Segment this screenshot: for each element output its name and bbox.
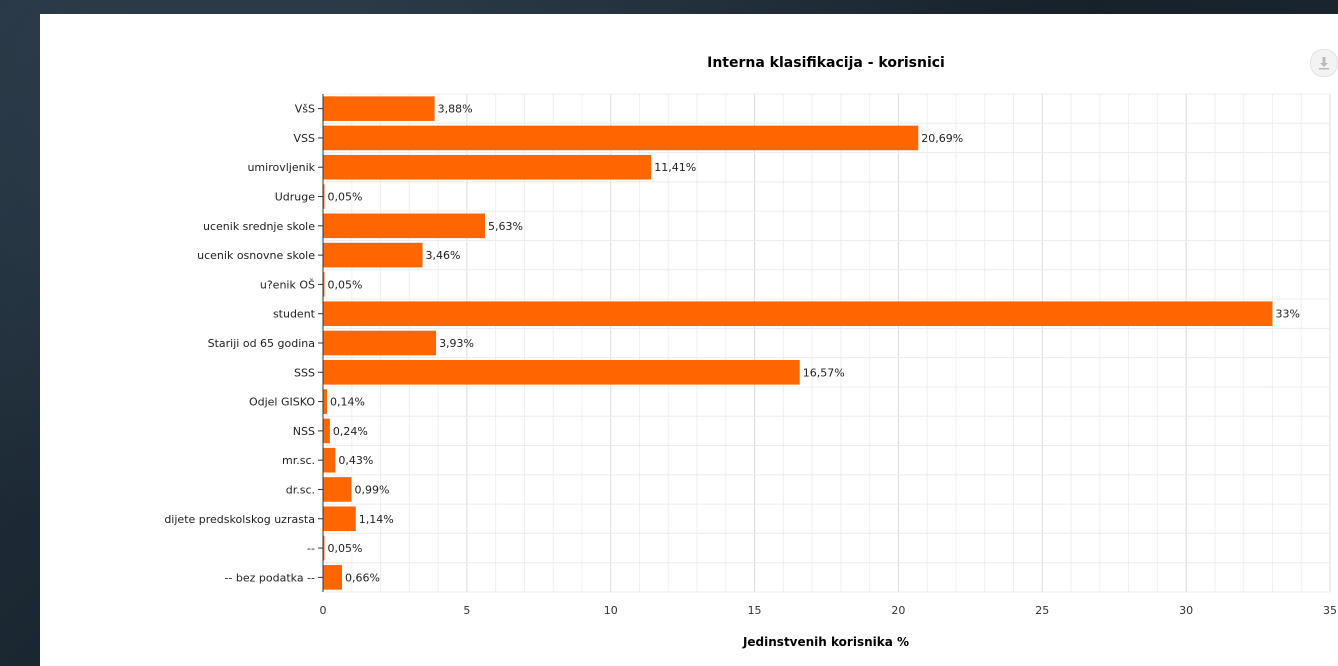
chart-title: Interna klasifikacija - korisnici	[707, 55, 945, 71]
bar	[323, 242, 423, 268]
bar-chart: 3,88% 20,69% 11,41% 0,05% 5,63% 3,46% 0,05% 33%…	[164, 55, 1337, 649]
x-tick-label: 5	[463, 604, 470, 617]
category-label: dijete predskolskog uzrasta	[164, 513, 315, 526]
bar	[323, 154, 652, 180]
data-label: 0,14%	[330, 396, 365, 409]
bar	[323, 213, 485, 239]
chart-panel: 3,88% 20,69% 11,41% 0,05% 5,63% 3,46% 0,05% 33%…	[40, 14, 1338, 666]
category-label: ucenik osnovne skole	[197, 249, 315, 262]
category-label: umirovljenik	[247, 161, 315, 174]
x-tick-label: 10	[604, 604, 618, 617]
download-icon	[1319, 57, 1329, 70]
data-label: 20,69%	[921, 132, 963, 145]
category-label: -- bez podatka --	[224, 571, 315, 584]
category-label: ucenik srednje skole	[203, 220, 315, 233]
data-label: 3,88%	[438, 103, 473, 116]
bar	[323, 359, 800, 385]
bar	[323, 330, 437, 356]
bar	[323, 506, 356, 532]
chart-bars: 3,88% 20,69% 11,41% 0,05% 5,63% 3,46% 0,05% 33%…	[323, 96, 1300, 590]
category-label: Udruge	[275, 191, 316, 204]
x-tick-label: 0	[320, 604, 327, 617]
chart-axes: VšS VSS umirovljenik Udruge ucenik srednje s…	[164, 94, 1337, 617]
category-label: dr.sc.	[286, 483, 315, 496]
x-tick-label: 25	[1035, 604, 1049, 617]
data-label: 5,63%	[488, 220, 523, 233]
bar	[323, 96, 435, 121]
x-tick-label: 15	[748, 604, 762, 617]
bar	[323, 565, 342, 590]
data-label: 3,46%	[426, 249, 461, 262]
bar	[323, 272, 325, 297]
download-button[interactable]	[1310, 49, 1338, 77]
data-label: 3,93%	[439, 337, 474, 350]
data-label: 0,05%	[328, 191, 363, 204]
bar	[323, 389, 328, 414]
category-label: SSS	[294, 366, 315, 379]
x-axis-title: Jedinstvenih korisnika %	[742, 635, 909, 649]
data-label: 1,14%	[359, 513, 394, 526]
x-tick-label: 35	[1323, 604, 1337, 617]
data-label: 33%	[1275, 308, 1299, 321]
bar	[323, 301, 1273, 327]
category-label: --	[307, 542, 315, 555]
data-label: 0,24%	[333, 425, 368, 438]
data-label: 0,05%	[328, 542, 363, 555]
bar	[323, 447, 336, 473]
category-label: student	[273, 308, 316, 321]
data-label: 11,41%	[654, 161, 696, 174]
data-label: 0,99%	[354, 483, 389, 496]
category-label: Odjel GISKO	[249, 396, 315, 409]
data-label: 0,43%	[338, 454, 373, 467]
category-label: u?enik OŠ	[260, 278, 315, 291]
bar	[323, 535, 325, 561]
data-label: 16,57%	[803, 366, 845, 379]
x-tick-label: 20	[891, 604, 905, 617]
bar	[323, 184, 325, 209]
category-label: mr.sc.	[282, 454, 315, 467]
category-label: Stariji od 65 godina	[208, 337, 315, 350]
category-label: VSS	[294, 132, 316, 145]
x-tick-label: 30	[1179, 604, 1193, 617]
data-label: 0,05%	[328, 278, 363, 291]
bar	[323, 125, 919, 151]
category-label: NSS	[293, 425, 315, 438]
data-label: 0,66%	[345, 571, 380, 584]
bar	[323, 477, 352, 502]
bar	[323, 418, 330, 444]
category-label: VšS	[295, 103, 315, 116]
